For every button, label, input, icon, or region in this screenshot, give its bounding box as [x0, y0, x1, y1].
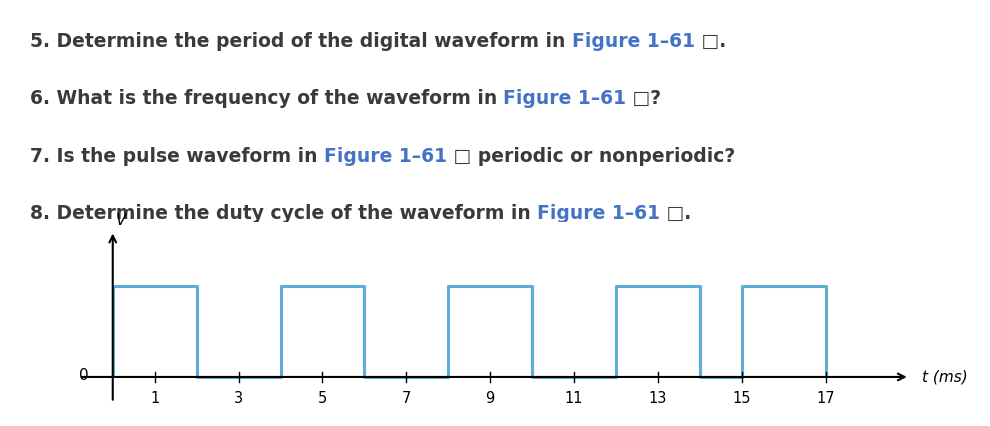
Text: Figure 1–61: Figure 1–61 — [571, 32, 695, 51]
Text: 1: 1 — [150, 391, 159, 406]
Text: □.: □. — [695, 32, 726, 51]
Text: 3: 3 — [234, 391, 244, 406]
Text: V: V — [116, 213, 127, 228]
Text: 11: 11 — [565, 391, 583, 406]
Text: 9: 9 — [486, 391, 495, 406]
Text: 0: 0 — [78, 368, 88, 383]
Text: Figure 1–61: Figure 1–61 — [537, 204, 660, 224]
Text: 17: 17 — [817, 391, 835, 406]
Text: 7. Is the pulse waveform in: 7. Is the pulse waveform in — [30, 147, 324, 166]
Text: Figure 1–61: Figure 1–61 — [504, 89, 627, 109]
Text: t (ms): t (ms) — [923, 369, 968, 384]
Text: □?: □? — [627, 89, 661, 109]
Text: 15: 15 — [733, 391, 751, 406]
Text: □ periodic or nonperiodic?: □ periodic or nonperiodic? — [446, 147, 735, 166]
Text: □.: □. — [660, 204, 691, 224]
Text: 5: 5 — [318, 391, 327, 406]
Text: 13: 13 — [648, 391, 667, 406]
Text: 5. Determine the period of the digital waveform in: 5. Determine the period of the digital w… — [30, 32, 571, 51]
Text: Figure 1–61: Figure 1–61 — [324, 147, 446, 166]
Text: 6. What is the frequency of the waveform in: 6. What is the frequency of the waveform… — [30, 89, 504, 109]
Text: 7: 7 — [402, 391, 411, 406]
Text: 8. Determine the duty cycle of the waveform in: 8. Determine the duty cycle of the wavef… — [30, 204, 537, 224]
